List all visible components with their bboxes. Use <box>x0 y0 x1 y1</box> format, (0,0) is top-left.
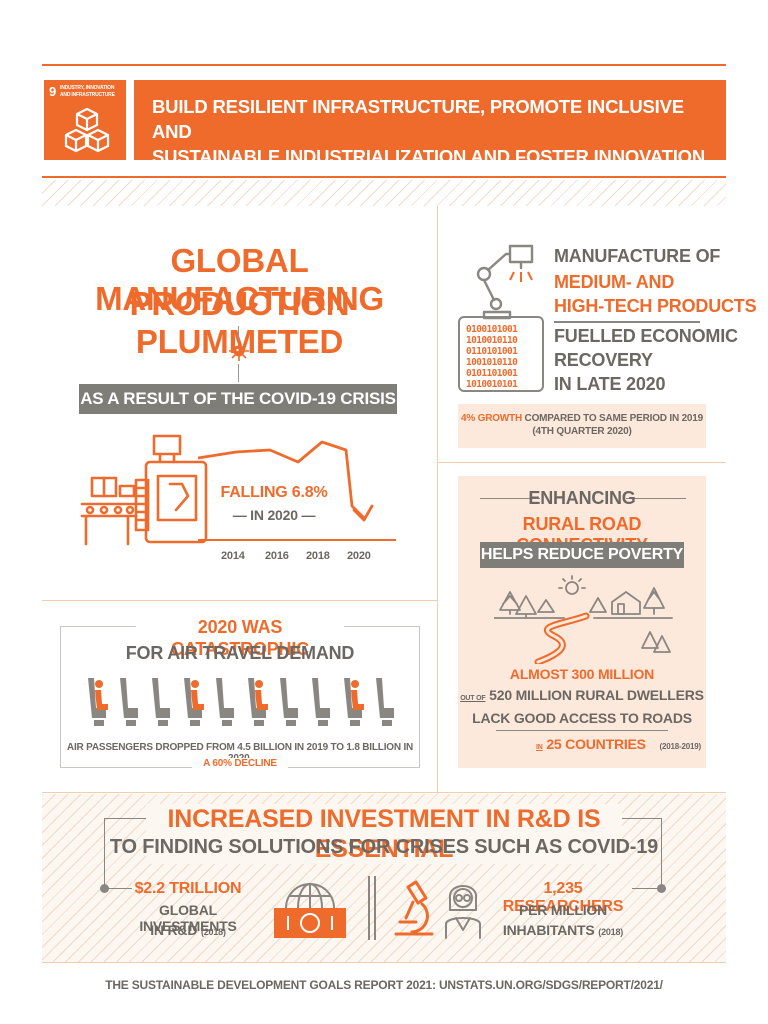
hightech-underline <box>554 321 700 323</box>
goal-name-line2: AND INFRASTRUCTURE <box>60 92 115 98</box>
researcher-icon <box>445 885 481 939</box>
grid-right-divider <box>437 462 726 463</box>
goal-badge: 9 INDUSTRY, INNOVATION AND INFRASTRUCTUR… <box>44 80 126 160</box>
hightech-line6: IN LATE 2020 <box>554 374 666 394</box>
footer-source: THE SUSTAINABLE DEVELOPMENT GOALS REPORT… <box>105 978 663 992</box>
rnd-divider-b <box>374 876 376 940</box>
rural-rule-left <box>480 498 540 499</box>
empty-seat-icon <box>152 678 170 726</box>
rural-stat4-prefix: IN <box>536 744 543 751</box>
research-value: 1,235 RESEARCHERS <box>502 880 624 915</box>
empty-seat-icon <box>280 678 298 726</box>
grid-left-divider <box>42 600 437 601</box>
rural-stat3: LACK GOOD ACCESS TO ROADS <box>472 710 692 726</box>
rnd-top-rule <box>42 792 726 793</box>
empty-seat-icon <box>216 678 234 726</box>
rural-panel <box>458 476 706 768</box>
header-title-line1: BUILD RESILIENT INFRASTRUCTURE, PROMOTE … <box>152 96 684 142</box>
rural-stat4-line: IN 25 COUNTRIES (2018-2019) <box>536 736 706 752</box>
rural-stat2: 520 MILLION RURAL DWELLERS <box>489 687 704 703</box>
rural-stat3-underline <box>496 730 668 731</box>
rnd-bottom-rule <box>42 962 726 963</box>
virus-icon <box>229 341 249 361</box>
growth-box: 4% GROWTH COMPARED TO SAME PERIOD IN 201… <box>458 404 706 448</box>
covid-banner: AS A RESULT OF THE COVID-19 CRISIS <box>79 384 397 414</box>
invest-line2: GLOBAL INVESTMENTS <box>139 902 237 934</box>
hightech-line5: RECOVERY <box>554 350 653 370</box>
header-title-line2: SUSTAINABLE INDUSTRIALIZATION AND FOSTER… <box>152 146 706 167</box>
axis-year-2014: 2014 <box>221 550 245 562</box>
virus-connector-bottom <box>238 364 239 382</box>
manufacturing-headline-line2: PRODUCTION PLUMMETED <box>129 285 350 360</box>
rural-landscape-illustration <box>494 575 673 664</box>
rural-rule-right <box>626 498 686 499</box>
invest-value: $2.2 TRILLION <box>134 880 242 897</box>
growth-period: (4TH QUARTER 2020) <box>532 426 632 437</box>
research-year: (2018) <box>598 927 624 937</box>
empty-seat-icon <box>120 678 138 726</box>
virus-connector-top <box>238 326 239 340</box>
empty-seat-icon <box>312 678 330 726</box>
grid-vertical-divider <box>437 206 438 800</box>
hightech-line2: MEDIUM- AND <box>554 272 675 292</box>
air-travel-note-line2: A 60% DECLINE <box>192 758 288 769</box>
occupied-seat-icon <box>248 678 268 726</box>
rural-stat2-line: OUT OF 520 MILLION RURAL DWELLERS <box>458 687 706 703</box>
rnd-dot-left <box>100 884 109 893</box>
invest-year: (2018) <box>200 927 226 937</box>
research-line3-row: INHABITANTS (2018) <box>488 922 638 938</box>
airplane-seats-row <box>84 674 404 728</box>
rnd-dot-right <box>657 884 666 893</box>
rnd-connector-left <box>108 888 132 889</box>
falling-label: FALLING 6.8% <box>220 484 328 501</box>
growth-line: 4% GROWTH COMPARED TO SAME PERIOD IN 201… <box>458 412 706 425</box>
invest-line3-row: IN R&D (2018) <box>118 922 258 938</box>
goal-name-line1: INDUSTRY, INNOVATION <box>60 85 115 91</box>
invest-line3: IN R&D <box>150 922 198 938</box>
circuit-chip-icon: 0100101001 1010010110 0110101001 1001010110… <box>458 316 544 392</box>
rnd-title: INCREASED INVESTMENT IN R&D IS ESSENTIAL <box>146 804 622 864</box>
factory-illustration <box>80 434 208 546</box>
microscope-icon <box>394 880 434 936</box>
occupied-seat-icon <box>344 678 364 726</box>
falling-year: — IN 2020 — <box>232 507 316 523</box>
rnd-subtitle: TO FINDING SOLUTIONS FOR CRISES SUCH AS … <box>109 836 659 858</box>
rural-stat4: 25 COUNTRIES <box>546 736 646 752</box>
rnd-connector-right <box>632 888 658 889</box>
occupied-seat-icon <box>184 678 204 726</box>
header-title-banner: BUILD RESILIENT INFRASTRUCTURE, PROMOTE … <box>134 80 726 167</box>
manufacturing-headline-line1: GLOBAL MANUFACTURING <box>95 242 384 317</box>
axis-year-2020: 2020 <box>347 550 371 562</box>
hightech-line1: MANUFACTURE OF <box>554 246 721 266</box>
empty-seat-icon <box>376 678 394 726</box>
rural-stat2-prefix: OUT OF <box>460 695 486 702</box>
rnd-divider-a <box>368 876 370 940</box>
rural-stat1: ALMOST 300 MILLION <box>509 666 655 682</box>
air-travel-title-line2: FOR AIR TRAVEL DEMAND <box>125 643 355 663</box>
header-top-rule <box>42 64 726 66</box>
header-hatch-band <box>42 180 726 206</box>
axis-year-2016: 2016 <box>265 550 289 562</box>
goal-number: 9 <box>49 84 57 99</box>
header-bottom-rule <box>42 176 726 178</box>
rural-stat4-years: (2018-2019) <box>659 742 702 751</box>
globe-money-icon <box>274 883 346 938</box>
hightech-line3: HIGH-TECH PRODUCTS <box>554 296 757 316</box>
growth-rest: COMPARED TO SAME PERIOD IN 2019 <box>521 413 704 424</box>
robot-arm-icon <box>476 244 534 320</box>
cubes-icon <box>64 107 110 153</box>
growth-highlight: 4% GROWTH <box>460 413 522 424</box>
hightech-line4: FUELLED ECONOMIC <box>554 326 738 346</box>
occupied-seat-icon <box>88 678 108 726</box>
production-trend-chart <box>197 440 396 541</box>
axis-year-2018: 2018 <box>306 550 330 562</box>
air-travel-title-line1: 2020 WAS CATASTROPHIC <box>136 616 344 660</box>
research-line2: PER MILLION <box>518 902 608 918</box>
rural-line1: ENHANCING <box>528 488 636 508</box>
research-line3: INHABITANTS <box>502 922 595 938</box>
rural-banner: HELPS REDUCE POVERTY <box>480 542 684 568</box>
